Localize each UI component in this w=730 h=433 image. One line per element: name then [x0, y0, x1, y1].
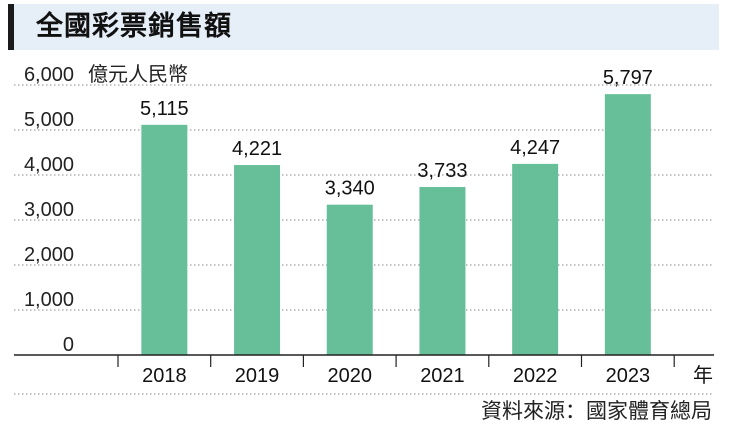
title-bar: 全國彩票銷售額 — [8, 4, 719, 50]
x-tick-label: 2023 — [606, 365, 651, 387]
y-tick-label: 0 — [63, 334, 74, 356]
bar-value-label: 5,797 — [603, 67, 653, 89]
bar-value-label: 3,733 — [417, 160, 467, 182]
y-tick-label: 4,000 — [24, 154, 74, 176]
bar-value-label: 4,247 — [510, 137, 560, 159]
source-note: 資料來源：國家體育總局 — [481, 399, 712, 423]
bar — [512, 163, 559, 355]
bar — [141, 124, 188, 355]
bar — [326, 204, 373, 355]
x-axis-label: 年 — [693, 364, 713, 387]
x-tick-label: 2018 — [142, 365, 187, 387]
y-tick-label: 6,000 — [24, 64, 74, 86]
x-tick-label: 2022 — [513, 365, 558, 387]
y-tick-label: 5,000 — [24, 109, 74, 131]
bar — [604, 94, 651, 355]
y-tick-label: 1,000 — [24, 289, 74, 311]
y-tick-label: 2,000 — [24, 244, 74, 266]
chart-title: 全國彩票銷售額 — [36, 11, 232, 42]
y-axis-label: 億元人民幣 — [88, 63, 188, 86]
x-tick-label: 2020 — [328, 365, 373, 387]
x-tick-label: 2019 — [235, 365, 280, 387]
bar — [234, 165, 281, 355]
bar-value-label: 5,115 — [140, 98, 189, 120]
y-tick-label: 3,000 — [24, 199, 74, 221]
x-tick-label: 2021 — [420, 365, 465, 387]
bar-value-label: 3,340 — [325, 178, 375, 200]
bar — [419, 187, 466, 355]
bar-value-label: 4,221 — [232, 138, 282, 160]
